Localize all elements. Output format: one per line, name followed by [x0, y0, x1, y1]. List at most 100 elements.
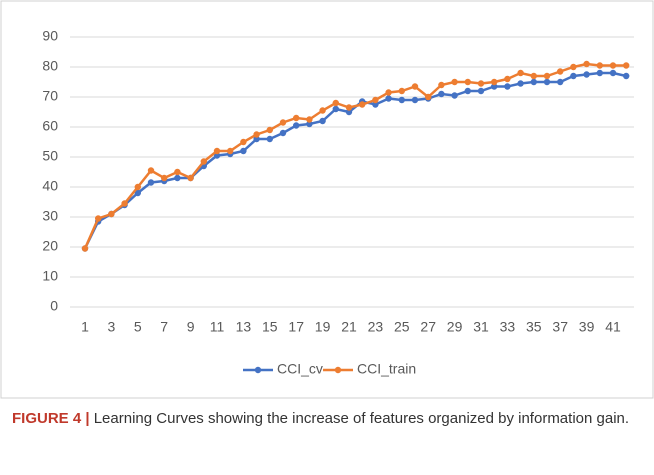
legend-marker — [254, 366, 262, 374]
point — [623, 72, 630, 80]
point — [95, 215, 102, 222]
point — [134, 183, 141, 191]
point — [398, 96, 405, 104]
point — [319, 117, 326, 125]
point — [530, 78, 537, 86]
point — [609, 69, 617, 77]
point — [543, 72, 551, 80]
point — [174, 168, 181, 176]
point — [557, 68, 564, 75]
point — [596, 69, 603, 77]
x-tick-label: 21 — [341, 319, 357, 335]
point — [583, 71, 590, 78]
point — [451, 92, 458, 99]
y-tick-label: 30 — [42, 208, 58, 224]
y-tick-label: 20 — [42, 238, 58, 254]
x-tick-label: 39 — [579, 319, 595, 335]
x-tick-label: 17 — [288, 319, 304, 335]
point — [596, 62, 603, 69]
point — [464, 78, 471, 86]
point — [464, 87, 471, 95]
point — [385, 89, 392, 96]
point — [398, 87, 405, 95]
point — [411, 96, 419, 104]
x-tick-label: 13 — [236, 319, 252, 335]
point — [425, 93, 432, 101]
point — [253, 135, 260, 143]
point — [134, 189, 141, 197]
point — [543, 78, 551, 86]
y-tick-label: 10 — [42, 268, 58, 284]
point — [345, 104, 353, 111]
point — [332, 105, 339, 113]
x-tick-label: 29 — [447, 319, 463, 335]
x-tick-label: 33 — [500, 319, 516, 335]
point — [213, 147, 221, 155]
x-tick-label: 25 — [394, 319, 410, 335]
point — [266, 135, 273, 143]
point — [372, 101, 379, 108]
point — [504, 83, 511, 90]
point — [411, 83, 419, 90]
x-tick-label: 3 — [108, 319, 116, 335]
x-tick-label: 35 — [526, 319, 542, 335]
point — [359, 101, 366, 108]
x-tick-label: 41 — [605, 319, 621, 335]
point — [583, 60, 590, 68]
series-line — [83, 62, 627, 250]
point — [306, 120, 313, 128]
x-tick-label: 37 — [552, 319, 568, 335]
point — [187, 174, 194, 182]
point — [517, 80, 524, 87]
point — [200, 158, 207, 165]
point — [240, 138, 247, 146]
point — [174, 174, 181, 182]
point — [491, 78, 498, 86]
x-tick-label: 23 — [368, 319, 384, 335]
point — [570, 63, 577, 71]
point — [438, 90, 445, 98]
x-tick-label: 1 — [81, 319, 89, 335]
x-tick-label: 19 — [315, 319, 331, 335]
y-tick-label: 70 — [42, 88, 58, 104]
point — [623, 62, 630, 69]
legend-label: CCI_train — [357, 361, 416, 377]
point — [266, 126, 273, 134]
caption-label: FIGURE 4 | — [12, 410, 90, 427]
point — [385, 95, 392, 102]
x-tick-label: 31 — [473, 319, 489, 335]
series-line — [83, 71, 627, 250]
point — [345, 108, 353, 116]
point — [530, 72, 537, 80]
point — [477, 80, 485, 87]
point — [81, 245, 89, 252]
point — [491, 83, 498, 90]
point — [161, 174, 168, 182]
x-tick-label: 5 — [134, 319, 142, 335]
point — [517, 69, 524, 77]
y-tick-label: 40 — [42, 178, 58, 194]
y-tick-label: 90 — [42, 28, 58, 44]
point — [504, 75, 511, 83]
legend-marker — [334, 366, 342, 374]
point — [279, 119, 287, 126]
point — [293, 122, 300, 129]
point — [227, 147, 234, 155]
x-tick-label: 11 — [210, 319, 225, 335]
caption: FIGURE 4 | Learning Curves showing the i… — [12, 408, 632, 430]
point — [240, 147, 247, 155]
point — [332, 99, 339, 107]
point — [108, 210, 115, 218]
x-tick-label: 7 — [160, 319, 168, 335]
point — [477, 87, 485, 95]
caption-text: Learning Curves showing the increase of … — [93, 410, 630, 427]
point — [306, 116, 313, 123]
y-tick-label: 60 — [42, 118, 58, 134]
point — [147, 179, 155, 186]
y-tick-label: 80 — [42, 58, 58, 74]
point — [121, 200, 128, 207]
point — [213, 152, 221, 159]
y-tick-label: 50 — [42, 148, 58, 164]
